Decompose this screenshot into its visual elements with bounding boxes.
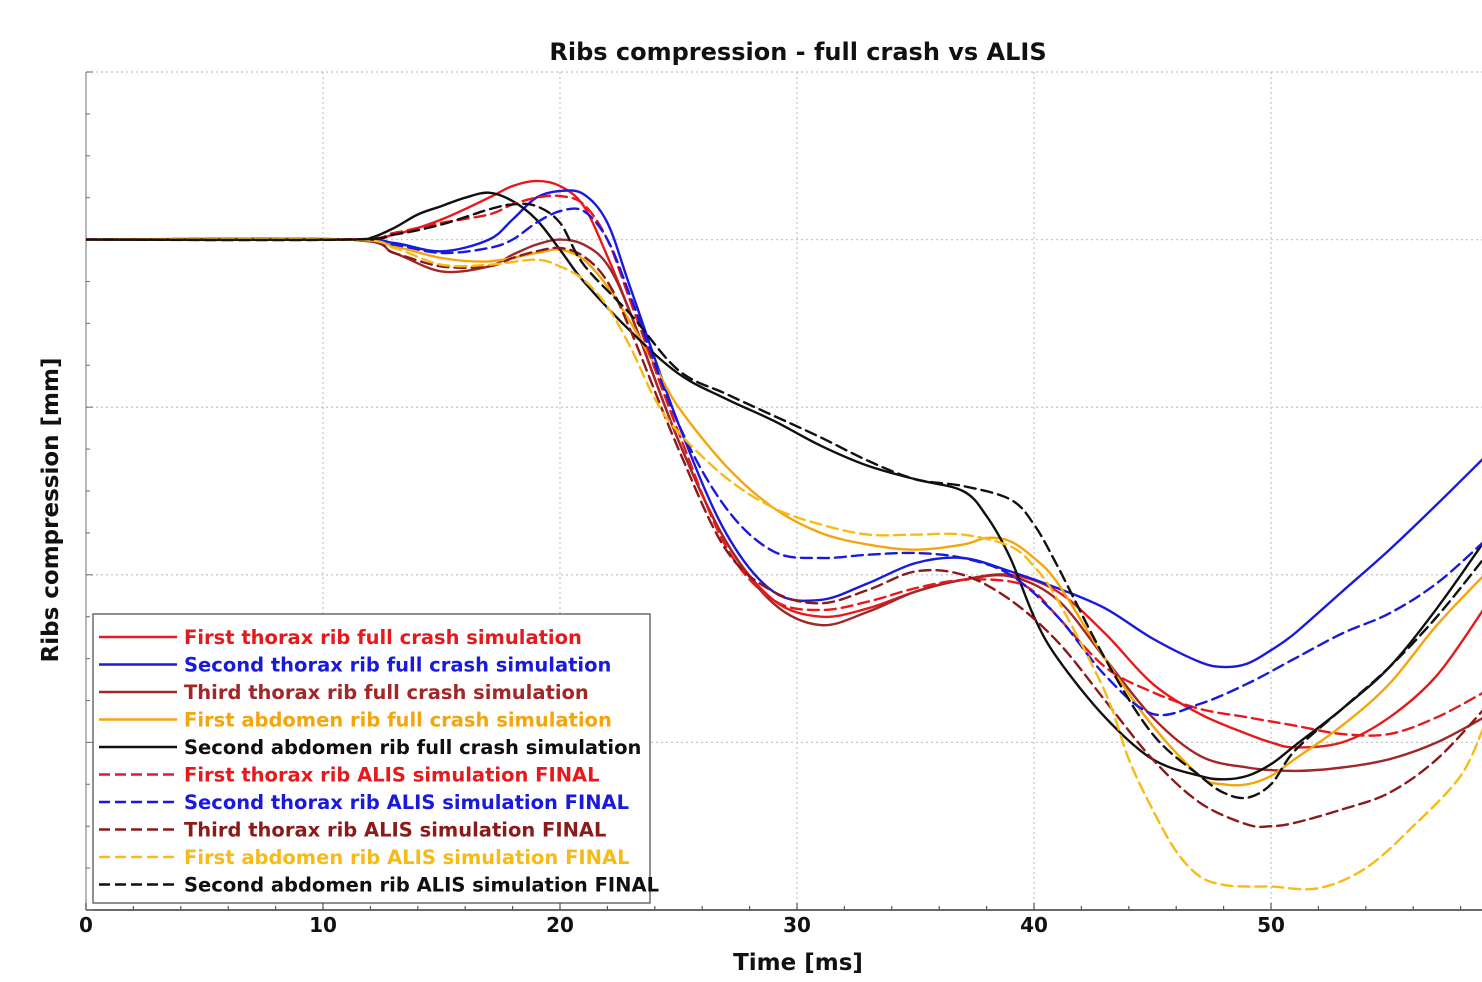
series-line-second-abdomen-rib-alis-simulation-final	[86, 202, 1482, 800]
series-line-first-thorax-rib-full-crash-simulation	[86, 179, 1482, 749]
legend-entry-third-thorax-rib-alis-simulation-final: Third thorax rib ALIS simulation FINAL	[184, 819, 606, 842]
x-axis-label: Time [ms]	[733, 950, 863, 976]
legend-entry-first-abdomen-rib-full-crash-simulation: First abdomen rib full crash simulation	[184, 709, 612, 732]
legend-entry-second-thorax-rib-alis-simulation-final: Second thorax rib ALIS simulation FINAL	[184, 791, 629, 814]
legend-entry-third-thorax-rib-full-crash-simulation: Third thorax rib full crash simulation	[184, 681, 589, 704]
y-axis-label: Ribs compression [mm]	[38, 358, 64, 663]
x-tick-label: 50	[1257, 913, 1285, 937]
x-tick-label: 30	[783, 913, 811, 937]
series-line-first-abdomen-rib-full-crash-simulation	[86, 237, 1482, 787]
legend-box	[92, 613, 651, 904]
series-line-second-abdomen-rib-full-crash-simulation	[86, 191, 1482, 781]
legend-entry-second-abdomen-rib-alis-simulation-final: Second abdomen rib ALIS simulation FINAL	[184, 874, 659, 897]
series-line-third-thorax-rib-alis-simulation-final	[86, 237, 1482, 829]
series-line-second-thorax-rib-full-crash-simulation	[86, 189, 1482, 669]
x-tick-label: 40	[1020, 913, 1048, 937]
legend-entry-first-abdomen-rib-alis-simulation-final: First abdomen rib ALIS simulation FINAL	[184, 846, 630, 869]
legend-entry-second-abdomen-rib-full-crash-simulation: Second abdomen rib full crash simulation	[184, 736, 641, 759]
series-layer	[86, 179, 1482, 891]
x-tick-label: 0	[79, 913, 93, 937]
legend-entry-first-thorax-rib-full-crash-simulation: First thorax rib full crash simulation	[184, 626, 582, 649]
series-line-second-thorax-rib-alis-simulation-final	[86, 207, 1482, 717]
legend-entry-second-thorax-rib-full-crash-simulation: Second thorax rib full crash simulation	[184, 654, 611, 677]
chart-title: Ribs compression - full crash vs ALIS	[549, 38, 1046, 66]
x-tick-label: 10	[309, 913, 337, 937]
legend: First thorax rib full crash simulation Se…	[92, 613, 659, 904]
x-tick-label: 20	[546, 913, 574, 937]
series-line-first-abdomen-rib-alis-simulation-final	[86, 237, 1482, 891]
series-line-first-thorax-rib-alis-simulation-final	[86, 194, 1482, 737]
legend-entry-first-thorax-rib-alis-simulation-final: First thorax rib ALIS simulation FINAL	[184, 764, 600, 787]
x-ticks: 0 10 20 30 40 50	[79, 71, 1462, 937]
